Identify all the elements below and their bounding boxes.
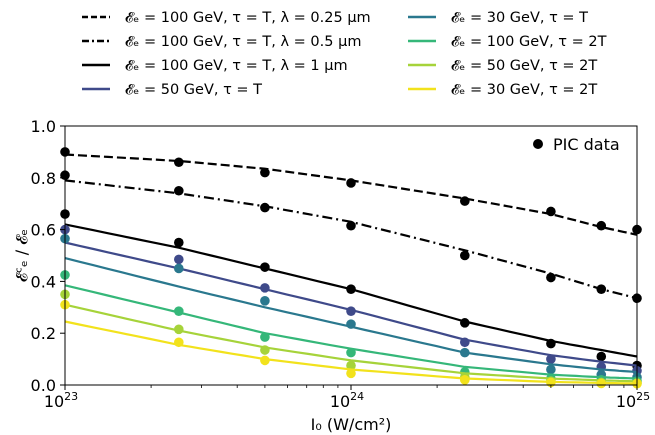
y-tick-label: 0.6 (31, 221, 56, 240)
series-line-1 (64, 153, 638, 236)
pic-point (346, 220, 356, 231)
pic-point (460, 196, 470, 206)
pic-point (174, 263, 184, 274)
y-tick-label: 0.0 (31, 376, 56, 395)
legend-label: 𝓔ₑ = 30 GeV, τ = 2T (451, 82, 597, 98)
legend-label: 𝓔ₑ = 100 GeV, τ = 2T (451, 34, 607, 50)
pic-point (260, 355, 270, 366)
pic-point (174, 157, 184, 168)
series-line-2 (64, 179, 638, 300)
pic-point (174, 337, 184, 348)
series-line-6 (64, 284, 638, 380)
legend-label: 𝓔ₑ = 50 GeV, τ = 2T (451, 58, 597, 74)
pic-point (174, 324, 184, 335)
pic-point (546, 354, 556, 364)
pic-point (596, 351, 607, 362)
pic-point (260, 167, 270, 178)
pic-legend: PIC data (533, 135, 620, 154)
x-tick-label: 1024 (330, 390, 364, 411)
pic-point (260, 283, 270, 293)
pic-legend-marker (533, 139, 543, 149)
pic-point (260, 296, 270, 306)
pic-point (546, 272, 556, 283)
legend-label: 𝓔ₑ = 100 GeV, τ = T, λ = 0.25 μm (125, 10, 371, 26)
y-tick-label: 0.2 (31, 324, 56, 343)
pic-point (460, 337, 470, 348)
y-tick-label: 1.0 (31, 117, 56, 136)
pic-point (346, 178, 356, 188)
x-tick-label: 1023 (44, 390, 78, 411)
series-line-4 (64, 241, 638, 367)
pic-point (596, 284, 607, 294)
pic-point (260, 202, 270, 213)
pic-point (346, 284, 356, 294)
pic-point (346, 319, 356, 329)
pic-point (546, 364, 556, 375)
pic-point (260, 345, 270, 355)
pic-legend-label: PIC data (553, 135, 620, 154)
pic-point (460, 347, 470, 358)
pic-point (596, 220, 607, 231)
legend-label: 𝓔ₑ = 100 GeV, τ = T, λ = 0.5 μm (125, 34, 361, 50)
pic-point (596, 378, 607, 389)
pic-point (546, 338, 556, 349)
pic-point (346, 368, 356, 379)
pic-point (460, 375, 470, 385)
plot-area (60, 147, 642, 389)
legend-label: 𝓔ₑ = 100 GeV, τ = T, λ = 1 μm (125, 58, 348, 74)
pic-point (346, 347, 356, 358)
series-line-3 (64, 223, 638, 358)
pic-point (346, 306, 356, 316)
series-line-8 (64, 320, 637, 385)
legend-label: 𝓔ₑ = 30 GeV, τ = T (451, 10, 588, 26)
pic-point (460, 318, 470, 328)
axes: 0.0 0.2 0.4 0.6 0.8 1.0 1023 1024 1025 I₀ (W/cm²)… (12, 117, 650, 434)
legend-label: 𝓔ₑ = 50 GeV, τ = T (125, 82, 262, 98)
series-line-5 (64, 257, 638, 374)
legend: 𝓔ₑ = 100 GeV, τ = T, λ = 0.25 μm 𝓔ₑ = 100… (82, 10, 607, 98)
pic-point (174, 237, 184, 248)
pic-point (546, 206, 556, 217)
y-tick-label: 0.8 (31, 169, 56, 188)
pic-point (174, 254, 184, 265)
y-axis-label: 𝓔ᶜₑ / 𝓔ₑ (12, 229, 31, 282)
series-line-7 (64, 303, 638, 383)
x-tick-label: 1025 (616, 390, 650, 411)
pic-point (174, 306, 184, 316)
pic-point (460, 250, 470, 261)
pic-point (260, 332, 270, 342)
pic-point (174, 185, 184, 196)
y-tick-label: 0.4 (31, 272, 56, 291)
pic-point (346, 360, 356, 371)
pic-point (260, 262, 270, 272)
x-axis-label: I₀ (W/cm²) (311, 415, 392, 434)
